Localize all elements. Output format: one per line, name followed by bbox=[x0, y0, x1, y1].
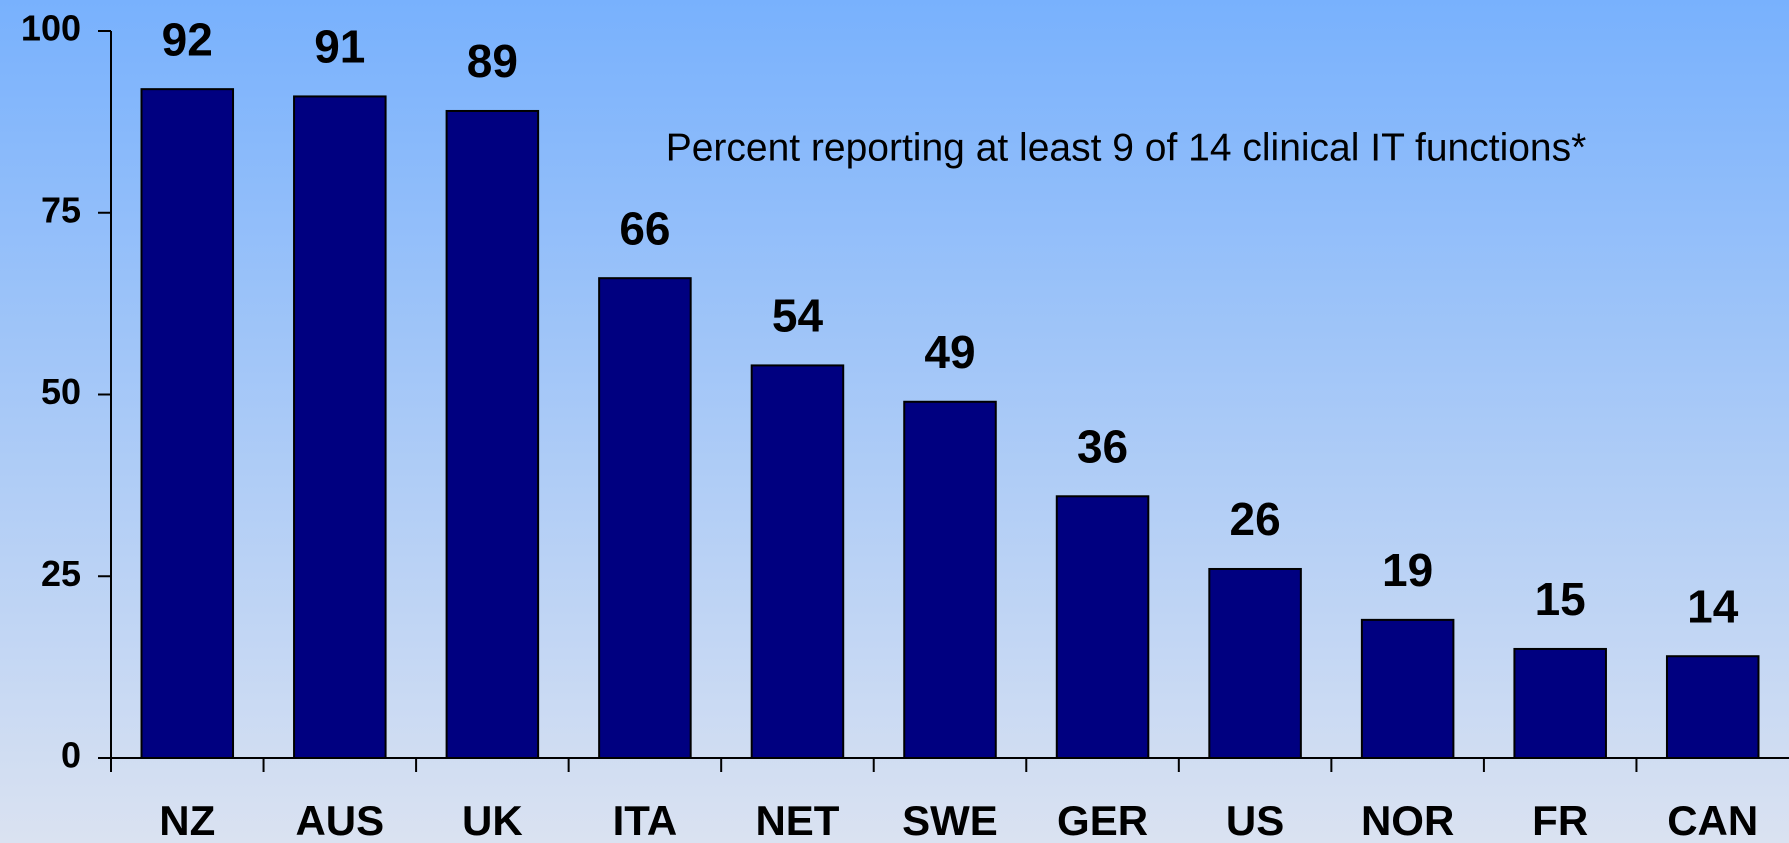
y-tick-label: 25 bbox=[41, 553, 81, 594]
x-tick-label: FR bbox=[1532, 797, 1588, 843]
x-tick-label: SWE bbox=[902, 797, 998, 843]
value-label: 15 bbox=[1535, 573, 1586, 625]
value-label: 91 bbox=[314, 21, 365, 73]
bar bbox=[1513, 647, 1607, 760]
bar bbox=[1208, 567, 1302, 759]
x-tick-label: US bbox=[1226, 797, 1284, 843]
value-label: 54 bbox=[772, 290, 824, 342]
x-tick-label: GER bbox=[1057, 797, 1148, 843]
annotation: Percent reporting at least 9 of 14 clini… bbox=[666, 126, 1587, 169]
y-tick-label: 100 bbox=[21, 8, 81, 49]
bar bbox=[445, 109, 540, 760]
bar bbox=[598, 277, 692, 759]
value-label: 49 bbox=[924, 326, 975, 378]
bar bbox=[1360, 618, 1455, 759]
value-label: 92 bbox=[162, 13, 213, 65]
value-label: 19 bbox=[1382, 544, 1433, 596]
x-tick-label: NOR bbox=[1361, 797, 1454, 843]
x-tick-label: CAN bbox=[1667, 797, 1758, 843]
value-label: 14 bbox=[1687, 580, 1739, 632]
y-tick-label: 75 bbox=[41, 189, 81, 230]
bar bbox=[1665, 655, 1760, 759]
bar bbox=[750, 364, 845, 759]
x-tick-label: NZ bbox=[159, 797, 215, 843]
y-tick-label: 0 bbox=[61, 735, 81, 776]
value-label: 66 bbox=[619, 202, 670, 254]
value-label: 89 bbox=[467, 35, 518, 87]
bar bbox=[1055, 495, 1150, 759]
bar bbox=[140, 88, 235, 760]
x-tick-label: NET bbox=[755, 797, 839, 843]
x-tick-label: UK bbox=[462, 797, 523, 843]
value-label: 26 bbox=[1230, 493, 1281, 545]
x-tick-label: AUS bbox=[295, 797, 384, 843]
bar bbox=[293, 95, 387, 760]
y-tick-label: 50 bbox=[41, 371, 81, 412]
value-label: 36 bbox=[1077, 420, 1128, 472]
x-tick-label: ITA bbox=[613, 797, 678, 843]
bar bbox=[903, 400, 997, 759]
